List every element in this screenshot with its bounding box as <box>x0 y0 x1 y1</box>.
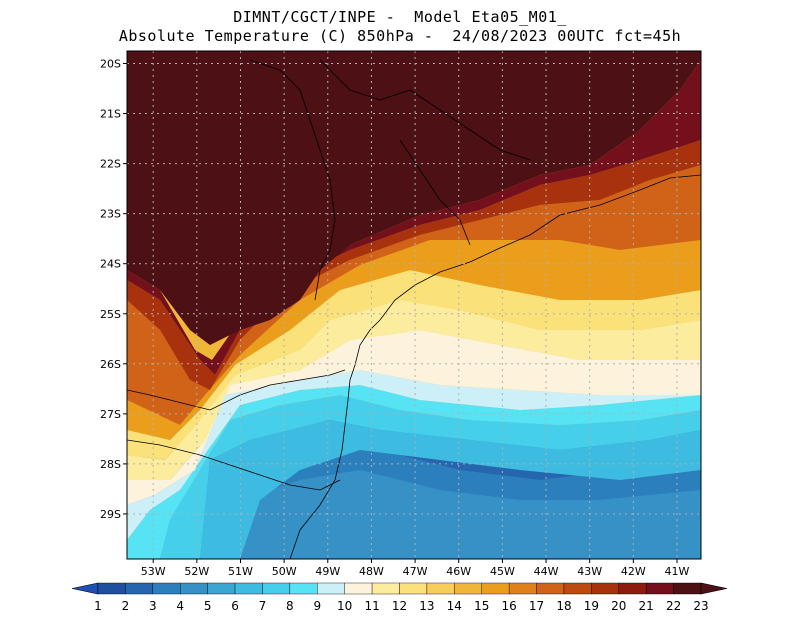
colorbar-swatch <box>207 582 236 595</box>
colorbar-label: 18 <box>556 599 571 613</box>
colorbar-label: 1 <box>94 599 102 613</box>
colorbar: 1 2 3 4 5 6 7 8 9 10 11 12 13 14 15 16 17 18 19 20 21 22 23 <box>71 582 728 613</box>
colorbar-label: 16 <box>501 599 516 613</box>
graticule <box>127 51 701 559</box>
map-title-line1: DIMNT/CGCT/INPE - Model Eta05_M01_ <box>233 8 567 26</box>
map-frame <box>126 50 702 560</box>
colorbar-swatch <box>563 582 592 595</box>
field-red <box>127 140 701 390</box>
lon-label: 43W <box>577 565 602 578</box>
colorbar-label: 8 <box>286 599 294 613</box>
field-cream <box>127 330 701 505</box>
colorbar-label: 21 <box>639 599 654 613</box>
colorbar-label: 6 <box>231 599 239 613</box>
colorbar-swatch <box>673 582 702 595</box>
state-border-4 <box>319 59 531 161</box>
colorbar-under-arrow <box>71 582 99 595</box>
colorbar-swatch <box>508 582 537 595</box>
lat-label: 20S <box>100 58 121 71</box>
colorbar-label: 13 <box>419 599 434 613</box>
lon-label: 45W <box>490 565 515 578</box>
lat-label: 28S <box>100 458 121 471</box>
colorbar-swatch <box>317 582 345 595</box>
lon-label: 41W <box>665 565 690 578</box>
colorbar-over-arrow <box>700 582 728 595</box>
colorbar-swatch <box>289 582 318 595</box>
state-border-2 <box>127 439 341 491</box>
lat-label: 23S <box>100 208 121 221</box>
temperature-field <box>127 51 701 559</box>
colorbar-swatch <box>262 582 291 595</box>
colorbar-swatch <box>591 582 619 595</box>
colorbar-label: 11 <box>364 599 379 613</box>
colorbar-swatch <box>399 582 428 595</box>
field-pale-yellow <box>127 300 701 480</box>
colorbar-swatch <box>481 582 510 595</box>
lat-label: 21S <box>100 108 121 121</box>
colorbar-swatch <box>234 582 263 595</box>
field-orange <box>127 240 701 440</box>
lon-label: 42W <box>621 565 646 578</box>
colorbar-label: 5 <box>204 599 212 613</box>
lon-label: 53W <box>141 565 166 578</box>
lon-label: 48W <box>359 565 384 578</box>
colorbar-label: 20 <box>611 599 626 613</box>
colorbar-swatch <box>645 582 674 595</box>
colorbar-swatch <box>426 582 455 595</box>
lat-label: 25S <box>100 308 121 321</box>
colorbar-label: 22 <box>666 599 681 613</box>
lon-label: 47W <box>403 565 428 578</box>
colorbar-label: 7 <box>259 599 267 613</box>
lon-label: 44W <box>534 565 559 578</box>
colorbar-label: 10 <box>337 599 352 613</box>
colorbar-swatch <box>180 582 208 595</box>
field-hot-land <box>127 51 701 345</box>
colorbar-swatch <box>371 582 400 595</box>
lon-label: 49W <box>315 565 340 578</box>
colorbar-label: 9 <box>313 599 321 613</box>
field-orange-dark <box>127 165 701 425</box>
state-border-3 <box>249 59 336 301</box>
colorbar-swatch <box>454 582 482 595</box>
colorbar-label: 2 <box>122 599 130 613</box>
map-title-line2: Absolute Temperature (C) 850hPa - 24/08/… <box>118 27 682 45</box>
field-sky <box>200 420 701 559</box>
lon-label: 46W <box>446 565 471 578</box>
colorbar-swatch <box>97 582 126 595</box>
colorbar-swatch <box>536 582 565 595</box>
colorbar-label: 3 <box>149 599 157 613</box>
colorbar-label: 12 <box>392 599 407 613</box>
lat-label: 26S <box>100 358 121 371</box>
colorbar-label: 17 <box>529 599 544 613</box>
longitude-labels: 53W 52W 51W 50W 49W 48W 47W 46W 45W 44W 43W 42W 41W <box>141 559 690 578</box>
state-border-5 <box>399 139 471 246</box>
colorbar-label: 4 <box>176 599 184 613</box>
field-mid-blue <box>230 470 701 559</box>
coastline <box>127 59 701 559</box>
lat-label: 24S <box>100 258 121 271</box>
lon-label: 52W <box>184 565 209 578</box>
colorbar-label: 19 <box>584 599 599 613</box>
lon-label: 50W <box>272 565 297 578</box>
colorbar-swatch <box>618 582 647 595</box>
lat-label: 22S <box>100 158 121 171</box>
lat-label: 29S <box>100 508 121 521</box>
field-cyan <box>127 385 701 559</box>
field-yellow <box>127 270 701 460</box>
colorbar-swatch <box>344 582 373 595</box>
colorbar-label: 15 <box>474 599 489 613</box>
lat-label: 27S <box>100 408 121 421</box>
colorbar-label: 23 <box>693 599 708 613</box>
lon-label: 51W <box>228 565 253 578</box>
latitude-labels: 20S 21S 22S 23S 24S 25S 26S 27S 28S 29S <box>100 58 127 521</box>
colorbar-label: 14 <box>447 599 462 613</box>
field-light-blue <box>160 395 701 559</box>
coastline-path <box>289 174 701 559</box>
colorbar-swatch <box>152 582 181 595</box>
colorbar-swatch <box>125 582 154 595</box>
